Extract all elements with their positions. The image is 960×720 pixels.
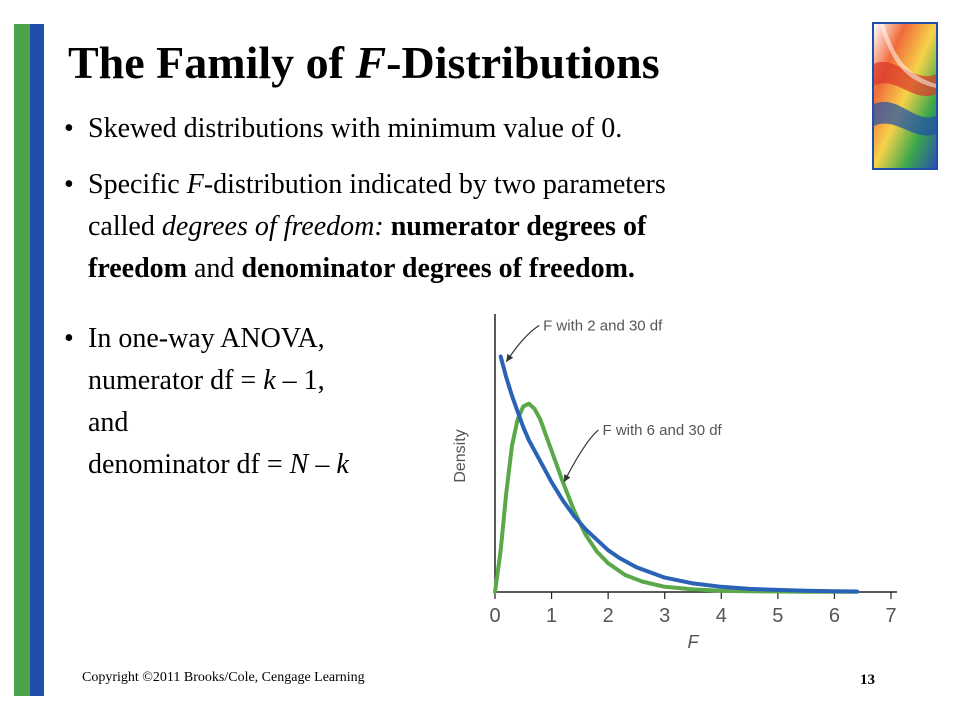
annotation-arrowhead — [564, 474, 571, 483]
decorative-image — [872, 22, 938, 170]
annotation-arrow — [505, 324, 540, 363]
x-tick-label: 6 — [829, 605, 840, 627]
page-number: 13 — [860, 672, 875, 688]
x-tick-label: 7 — [885, 605, 896, 627]
bullet-dot: • — [64, 113, 74, 144]
accent-bar-blue — [30, 24, 44, 696]
annotation-label: F with 2 and 30 df — [543, 317, 663, 334]
f-distribution-chart: 0 1 2 3 4 5 6 7 F Density F with 2 and 30 df F with… — [452, 314, 897, 650]
bullet-skewed: • Skewed distributions with minimum valu… — [64, 108, 622, 150]
x-tick-label: 4 — [716, 605, 727, 627]
x-tick-label: 5 — [772, 605, 783, 627]
annotation-label: F with 6 and 30 df — [602, 422, 722, 439]
x-tick-label: 2 — [603, 605, 614, 627]
copyright-footer: Copyright ©2011 Brooks/Cole, Cengage Lea… — [82, 670, 365, 685]
slide-title: The Family of F-Distributions — [68, 37, 660, 88]
x-tick-label: 0 — [489, 605, 500, 627]
bullet-anova: • In one-way ANOVA, numerator df = k – 1… — [64, 318, 468, 486]
y-axis-label: Density — [452, 429, 469, 482]
x-tick-label: 1 — [546, 605, 557, 627]
bullet-parameters: • Specific F-distribution indicated by t… — [64, 164, 868, 290]
annotation-arrow — [563, 429, 599, 483]
series-line-f-2-30 — [498, 354, 860, 594]
x-tick-label: 3 — [659, 605, 670, 627]
bullet-dot: • — [64, 169, 74, 200]
bullet-dot: • — [64, 323, 74, 354]
x-axis-label: F — [688, 632, 700, 650]
annotation-arrowhead — [506, 353, 514, 362]
